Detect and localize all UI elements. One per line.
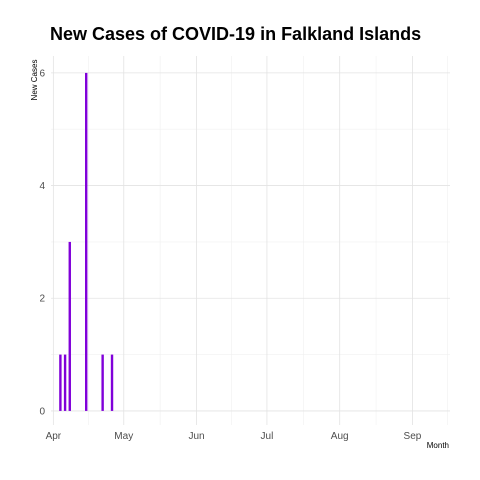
x-tick-label: Sep: [404, 431, 422, 442]
x-tick-label: Apr: [46, 431, 62, 442]
bar: [111, 355, 113, 411]
y-tick-label: 4: [39, 181, 45, 192]
x-tick-label: Jul: [261, 431, 274, 442]
y-tick-label: 6: [39, 68, 45, 79]
x-tick-label: May: [114, 431, 133, 442]
bar: [64, 355, 66, 411]
bar: [85, 73, 87, 411]
x-axis-label: Month: [427, 441, 449, 450]
y-tick-label: 0: [39, 406, 45, 417]
bar: [69, 242, 71, 411]
bar: [59, 355, 61, 411]
y-tick-labels: 0 2 4 6: [39, 68, 45, 417]
x-tick-labels: Apr May Jun Jul Aug Sep: [46, 431, 422, 442]
x-tick-label: Jun: [188, 431, 204, 442]
y-tick-label: 2: [39, 294, 45, 305]
y-axis-label: New Cases: [30, 60, 39, 101]
bar: [101, 355, 103, 411]
x-tick-label: Aug: [331, 431, 349, 442]
